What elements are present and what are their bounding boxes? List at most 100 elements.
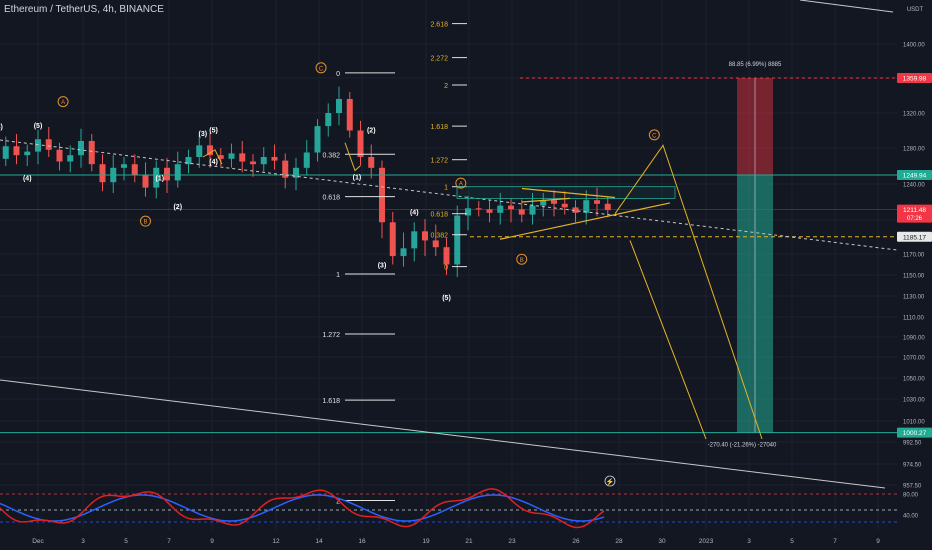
wave-sketch (202, 149, 223, 165)
time-axis-tick: 5 (124, 538, 128, 545)
projection-path-c (614, 144, 763, 440)
time-axis-tick: 19 (422, 538, 430, 545)
wave-label: (2) (173, 204, 182, 211)
candle-body (99, 164, 106, 183)
time-axis (0, 530, 932, 550)
candle-body (250, 161, 256, 165)
price-badge-countdown: 07:26 (907, 216, 923, 222)
candle-body (153, 167, 160, 188)
wave-label: (1) (156, 175, 165, 182)
wave-letter-circle (516, 253, 528, 265)
symbol-title: Ethereum / TetherUS, 4h, BINANCE (4, 4, 164, 15)
wave-letter-circle (140, 215, 151, 227)
wave-letter: A (459, 182, 463, 188)
candle-body (185, 157, 192, 165)
price-axis (897, 0, 932, 550)
wave-letter-circle (57, 96, 69, 108)
fib-label-left: 0.382 (322, 152, 340, 159)
candle-body (164, 167, 170, 181)
candle-body (45, 139, 52, 150)
price-axis-tick: 1090.00 (903, 336, 925, 342)
price-axis-tick: 1030.00 (903, 398, 925, 404)
candle-body (207, 145, 213, 156)
candle-body (13, 146, 20, 156)
time-axis-tick: 9 (876, 538, 880, 545)
fib-label-right: 1.618 (430, 124, 448, 131)
position-target-label: 88.85 (6.99%) 8885 (729, 62, 782, 68)
price-axis-tick: 992.50 (903, 441, 922, 447)
price-badge-label: 1211.48 (903, 207, 926, 214)
wave-letter: C (319, 66, 324, 72)
candle-body (486, 209, 493, 213)
wave-letter-circle (455, 177, 467, 189)
wave-label: (5) (442, 295, 451, 302)
candle-body (400, 248, 407, 257)
fib-label-right: 1.272 (430, 158, 448, 165)
candle-body (508, 205, 514, 210)
fib-label-right: 1 (444, 185, 448, 192)
candle-body (454, 215, 461, 265)
time-axis-tick: 5 (790, 538, 794, 545)
time-axis-tick: 12 (272, 538, 280, 545)
candle-body (174, 164, 181, 181)
fib-label-left: 2 (336, 498, 340, 505)
candle-body (518, 209, 525, 215)
fib-label-right: 2.272 (430, 56, 448, 63)
triangle-inner-line (521, 197, 571, 203)
price-axis-tick: 1320.00 (903, 112, 925, 118)
price-axis-tick: 1070.00 (903, 356, 925, 362)
fib-label-right: 0.382 (430, 233, 448, 240)
candle-body (583, 200, 590, 213)
time-axis-tick: Dec (32, 538, 44, 545)
candle-body (325, 113, 332, 127)
candle-body (228, 153, 235, 159)
osc-main-line (0, 488, 605, 529)
wave-letter-circle (315, 62, 327, 74)
price-badge-label: 1185.17 (903, 234, 926, 241)
candle-body (35, 139, 41, 152)
candle-body (196, 145, 203, 157)
wave-label: (2) (367, 127, 376, 134)
wave-label: (5) (34, 123, 43, 130)
candle-body (475, 208, 482, 210)
candle-body (411, 231, 418, 249)
price-axis-currency: USDT (907, 7, 924, 13)
price-badge (897, 231, 932, 242)
dashed-trendline (0, 139, 897, 251)
price-badge (897, 427, 932, 438)
time-axis-tick: 2023 (699, 538, 714, 545)
alert-icon (604, 475, 616, 487)
candle-body (314, 126, 321, 153)
time-axis-tick: 9 (210, 538, 214, 545)
wave-label: (3) (199, 131, 208, 138)
candle-body (551, 200, 557, 204)
lower-trendline (0, 379, 886, 489)
candle-body (422, 231, 428, 241)
price-axis-tick: 1240.00 (903, 183, 925, 189)
time-axis-tick: 3 (81, 538, 85, 545)
price-badge (897, 170, 932, 181)
candle-body (368, 157, 375, 168)
triangle-upper-line (521, 187, 616, 199)
candle-body (142, 175, 149, 188)
osc-axis-tick: 80.00 (903, 493, 919, 499)
upper-trendline (799, 0, 894, 13)
candle-body (131, 164, 138, 175)
time-axis-tick: 14 (315, 538, 323, 545)
time-axis-tick: 7 (833, 538, 837, 545)
time-axis-tick: 16 (358, 538, 366, 545)
position-stop-label: -270.40 (-21.26%) -27040 (708, 443, 777, 449)
wave-label: (5) (209, 127, 218, 134)
price-axis-tick: 1280.00 (903, 147, 925, 153)
candle-body (529, 205, 536, 215)
fib-label-right: 0 (444, 265, 448, 272)
time-axis-tick: 21 (465, 538, 473, 545)
candle-body (432, 240, 439, 248)
fib-label-right: 2.618 (430, 22, 448, 29)
candle-body (604, 203, 611, 211)
time-axis-tick: 7 (167, 538, 171, 545)
wave-label: (4) (209, 159, 218, 166)
price-axis-tick: 1130.00 (903, 295, 925, 301)
price-axis-tick: 1010.00 (903, 420, 925, 426)
